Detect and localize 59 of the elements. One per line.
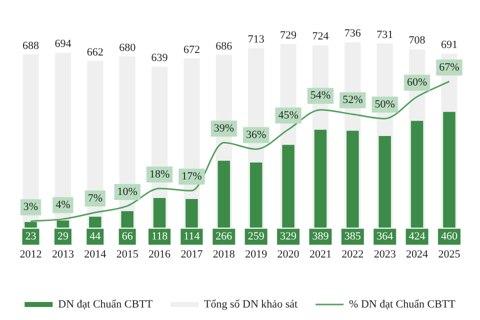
data-label: 680 [119,42,136,54]
data-label: 672 [183,44,200,56]
legend-label: DN đạt Chuẩn CBTT [58,298,153,310]
data-label: 688 [22,40,40,52]
data-label: 385 [344,230,362,243]
data-label: 639 [151,52,168,64]
data-label: 731 [376,28,394,41]
data-label: 7% [88,192,102,204]
x-tick-label: 2014 [84,248,107,260]
data-label: 114 [184,230,200,243]
data-label: 266 [216,230,233,243]
data-label: 50% [374,98,395,110]
data-label: 118 [151,230,168,243]
data-label: 4% [56,198,70,211]
data-label: 60% [406,76,428,89]
data-label: 259 [248,230,265,243]
data-label: 724 [312,30,330,43]
x-tick-label: 2019 [245,248,268,260]
data-label: 729 [280,29,298,42]
data-label: 424 [408,230,426,243]
data-label: 713 [248,33,265,46]
data-label: 389 [312,230,330,243]
x-tick-label: 2016 [148,248,172,260]
data-label: 52% [342,94,363,106]
legend-label: % DN đạt Chuẩn CBTT [349,298,456,310]
data-label: 29 [57,230,69,243]
data-label: 39% [214,122,234,135]
data-label: 694 [54,38,72,50]
data-label: 54% [310,90,331,102]
x-tick-label: 2021 [309,248,332,260]
data-label: 67% [439,61,460,74]
data-label: 10% [117,186,138,198]
x-tick-label: 2013 [52,248,74,260]
x-tick-label: 2012 [20,248,42,260]
data-label: 662 [86,46,104,58]
data-label: 460 [440,230,458,243]
x-tick-label: 2024 [406,248,429,260]
data-label: 708 [408,34,426,47]
data-label: 329 [280,230,298,243]
legend-label: Tổng số DN khảo sát [204,298,298,310]
data-label: 736 [344,28,362,40]
x-tick-label: 2017 [180,248,204,260]
data-label: 44 [90,230,102,243]
data-label: 364 [376,230,394,243]
data-label: 686 [216,40,233,52]
x-tick-label: 2022 [342,248,364,260]
x-tick-label: 2018 [212,248,236,260]
data-label: 3% [23,201,38,214]
x-tick-label: 2020 [277,248,300,260]
data-label: 18% [149,168,170,180]
data-label: 66 [122,230,134,243]
data-label: 45% [278,109,298,122]
data-label: 17% [182,170,202,183]
data-label: 691 [440,39,458,51]
x-tick-label: 2015 [116,248,139,260]
x-tick-label: 2025 [438,248,461,260]
data-label: 36% [246,129,266,142]
x-tick-label: 2023 [374,248,396,260]
data-label: 23 [25,230,37,243]
